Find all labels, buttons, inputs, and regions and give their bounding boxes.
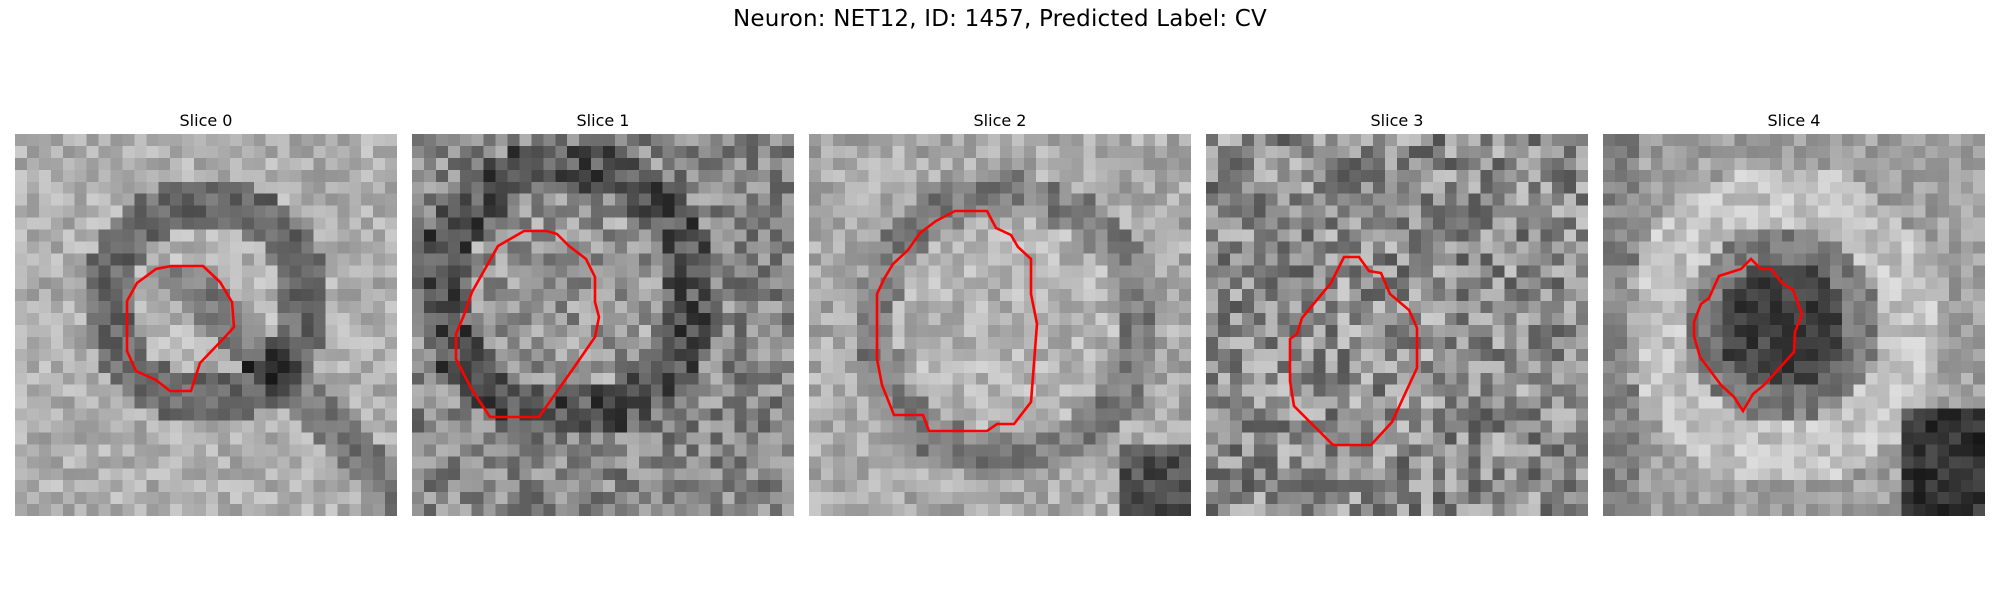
slice-panel-2: Slice 2 <box>809 110 1191 516</box>
slice-panel-3: Slice 3 <box>1206 110 1588 516</box>
figure-title: Neuron: NET12, ID: 1457, Predicted Label… <box>733 6 1267 32</box>
grayscale-patch <box>412 134 794 516</box>
slice-image <box>1603 134 1985 516</box>
slice-image <box>809 134 1191 516</box>
segmentation-contour <box>1288 255 1419 447</box>
slice-title: Slice 1 <box>576 111 630 130</box>
slice-title: Slice 3 <box>1370 111 1424 130</box>
grayscale-patch <box>1603 134 1985 516</box>
grayscale-patch <box>15 134 397 516</box>
segmentation-contour <box>875 209 1039 433</box>
segmentation-contour <box>454 229 601 419</box>
slice-title: Slice 4 <box>1767 111 1821 130</box>
slice-image <box>1206 134 1588 516</box>
slice-panel-1: Slice 1 <box>412 110 794 516</box>
slice-title: Slice 0 <box>179 111 233 130</box>
grayscale-patch <box>1206 134 1588 516</box>
slice-image <box>412 134 794 516</box>
slice-title: Slice 2 <box>973 111 1027 130</box>
slice-panel-0: Slice 0 <box>15 110 397 516</box>
slice-panel-4: Slice 4 <box>1603 110 1985 516</box>
segmentation-contour <box>1692 257 1804 414</box>
grayscale-patch <box>809 134 1191 516</box>
slice-image <box>15 134 397 516</box>
segmentation-contour <box>125 264 236 393</box>
